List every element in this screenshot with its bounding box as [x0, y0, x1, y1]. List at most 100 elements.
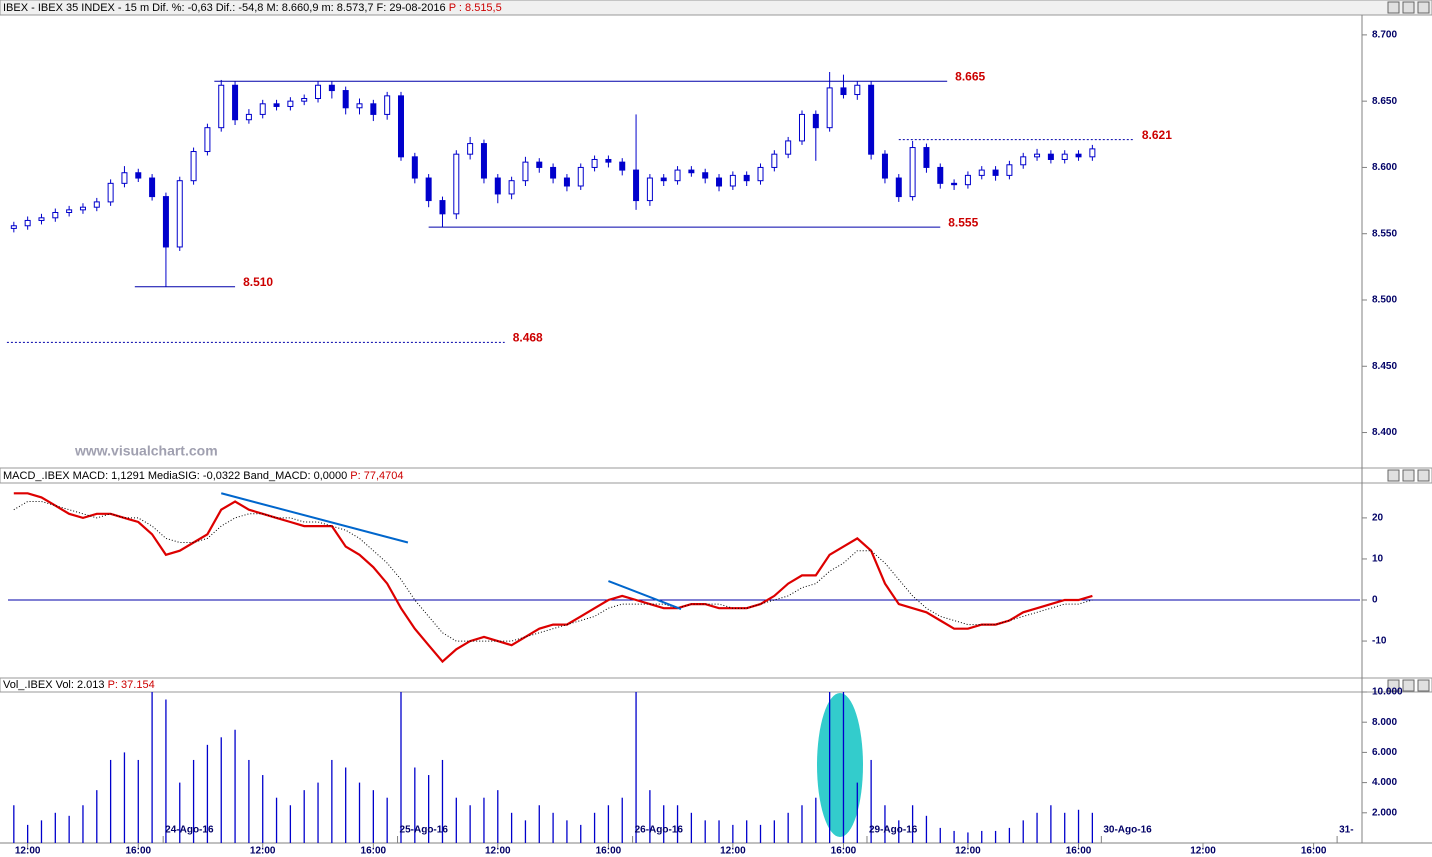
x-tick-label: 12:00: [1190, 846, 1216, 857]
candles: [10, 71, 1096, 287]
y-tick-label: 8.650: [1372, 96, 1397, 107]
candle-body: [798, 113, 805, 142]
candle-body: [771, 153, 778, 168]
candle-body: [245, 113, 252, 121]
candle-body: [494, 177, 501, 195]
candle-body: [52, 212, 59, 219]
level-label: 8.510: [243, 275, 273, 289]
candle-body: [522, 161, 529, 182]
candle-body: [342, 90, 349, 109]
y-tick-label: 0: [1372, 595, 1378, 606]
close-button[interactable]: [1417, 1, 1430, 14]
candle-body: [190, 151, 197, 182]
candle-body: [149, 177, 156, 198]
volume-header: Vol_.IBEX Vol: 2.013 P: 37.154: [3, 679, 155, 691]
candle-body: [397, 95, 404, 158]
candle-body: [716, 177, 723, 187]
candle-body: [10, 225, 17, 229]
candle-body: [411, 156, 418, 179]
day-tick-label: 25-Ago-16: [400, 825, 449, 836]
volume-header-bar: [0, 677, 1432, 693]
candle-body: [743, 174, 750, 182]
day-tick-label: 24-Ago-16: [165, 825, 214, 836]
day-tick-label: 31-: [1339, 825, 1353, 836]
volume-window-buttons[interactable]: [1387, 679, 1430, 692]
x-tick-label: 12:00: [720, 846, 746, 857]
volume-header-text: Vol_.IBEX Vol: 2.013: [3, 679, 105, 691]
candle-body: [1061, 153, 1068, 160]
volume-header-value: P: 37.154: [108, 679, 155, 691]
candle-body: [1034, 153, 1041, 158]
candle-body: [508, 180, 515, 195]
candle-body: [79, 206, 86, 211]
price-header-value: P : 8.515,5: [449, 2, 502, 14]
x-tick-label: 16:00: [125, 846, 151, 857]
macd-header: MACD_.IBEX MACD: 1,1291 MediaSIG: -0,032…: [3, 470, 404, 482]
minimize-button[interactable]: [1387, 1, 1400, 14]
y-tick-label: 2.000: [1372, 807, 1397, 818]
candle-body: [1089, 148, 1096, 158]
macd-window-buttons[interactable]: [1387, 469, 1430, 482]
close-button[interactable]: [1417, 469, 1430, 482]
candle-body: [425, 177, 432, 202]
candle-body: [923, 147, 930, 168]
y-tick-label: 4.000: [1372, 777, 1397, 788]
maximize-button[interactable]: [1402, 679, 1415, 692]
candle-body: [176, 180, 183, 248]
candle-body: [674, 169, 681, 182]
candle-body: [162, 196, 169, 248]
x-tick-label: 16:00: [1066, 846, 1092, 857]
level-label: 8.621: [1142, 128, 1172, 142]
maximize-button[interactable]: [1402, 469, 1415, 482]
price-header-text: IBEX - IBEX 35 INDEX - 15 m Dif. %: -0,6…: [3, 2, 446, 14]
candle-body: [605, 158, 612, 163]
candle-body: [964, 174, 971, 186]
candle-body: [135, 172, 142, 179]
candle-body: [895, 177, 902, 198]
candle-body: [121, 172, 128, 184]
candle-body: [259, 103, 266, 115]
candle-body: [93, 201, 100, 208]
candle-body: [66, 209, 73, 214]
close-button[interactable]: [1417, 679, 1430, 692]
candle-body: [1020, 156, 1027, 166]
y-tick-label: 10: [1372, 554, 1384, 565]
price-header-bar: [0, 0, 1432, 16]
y-tick-label: 8.000: [1372, 717, 1397, 728]
y-tick-label: 8.700: [1372, 30, 1397, 41]
y-tick-label: 8.600: [1372, 162, 1397, 173]
indicator-line: [13, 501, 1093, 642]
day-tick-label: 29-Ago-16: [869, 825, 918, 836]
y-tick-label: 8.400: [1372, 427, 1397, 438]
candle-body: [660, 177, 667, 182]
minimize-button[interactable]: [1387, 469, 1400, 482]
volume-highlight: [817, 693, 863, 837]
candle-body: [868, 84, 875, 155]
candle-body: [204, 127, 211, 153]
maximize-button[interactable]: [1402, 1, 1415, 14]
candle-body: [881, 153, 888, 179]
candle-body: [577, 166, 584, 187]
candle-body: [24, 219, 31, 227]
candle-body: [702, 172, 709, 179]
y-tick-label: 8.500: [1372, 295, 1397, 306]
candle-body: [315, 84, 322, 100]
minimize-button[interactable]: [1387, 679, 1400, 692]
trend-line: [608, 580, 682, 610]
x-tick-label: 16:00: [596, 846, 622, 857]
day-tick-label: 26-Ago-16: [635, 825, 684, 836]
candle-body: [1006, 164, 1013, 176]
candle-body: [978, 169, 985, 176]
candle-body: [218, 84, 225, 129]
day-tick-label: 30-Ago-16: [1103, 825, 1152, 836]
candle-body: [273, 103, 280, 107]
candle-body: [384, 95, 391, 115]
y-tick-label: -10: [1372, 636, 1387, 647]
candle-body: [107, 182, 114, 203]
price-window-buttons[interactable]: [1387, 1, 1430, 14]
macd-header-bar: [0, 467, 1432, 484]
candle-body: [591, 158, 598, 168]
candle-body: [563, 177, 570, 187]
